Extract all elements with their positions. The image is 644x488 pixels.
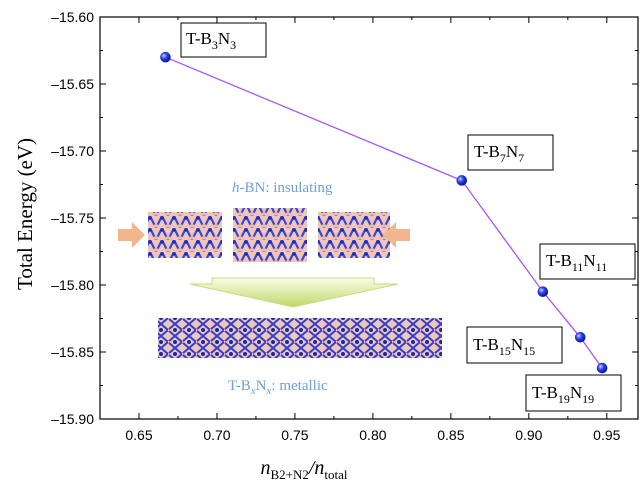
annotation-t-b19n19: T-B19N19: [525, 374, 622, 412]
down-arrow-icon: [189, 277, 399, 308]
right-arrow-icon: [383, 222, 410, 248]
y-tick-label: –15.80: [51, 277, 94, 293]
data-point: [456, 175, 468, 186]
series-total-energy: [160, 51, 608, 374]
x-tick-label: 0.70: [203, 427, 230, 443]
left-arrow-icon: [118, 222, 145, 248]
annotation-t-b7n7: T-B7N7: [467, 134, 554, 171]
svg-text:T-B19N19: T-B19N19: [532, 383, 594, 406]
hbn-fragment-right: [318, 212, 390, 258]
x-tick-label: 0.80: [359, 427, 386, 443]
data-point: [596, 362, 608, 374]
inset-top-label: h-BN: insulating: [232, 180, 333, 196]
svg-text:T-B7N7: T-B7N7: [474, 142, 524, 165]
y-tick-label: –15.90: [51, 411, 94, 427]
inset-bottom-label: T-BxNx: metallic: [228, 378, 328, 397]
y-tick-label: –15.60: [51, 9, 94, 25]
y-tick-label: –15.85: [51, 344, 94, 360]
hbn-fragment-middle: [233, 208, 307, 262]
x-axis-title: nB2+N2/ntotal: [260, 457, 347, 482]
annotation-t-b11n11: T-B11N11: [539, 243, 636, 280]
x-axis: 0.65 0.70 0.75 0.80 0.85 0.90 0.95: [125, 17, 621, 443]
data-point: [537, 286, 549, 298]
y-axis: –15.60 –15.65 –15.70 –15.75 –15.80 –15.85 –15.…: [51, 9, 638, 427]
x-tick-label: 0.95: [593, 427, 620, 443]
inset-illustration: h-BN: insulating T-BxNx: metallic: [118, 180, 442, 397]
hbn-fragment-left: [148, 212, 222, 258]
y-tick-label: –15.65: [51, 76, 94, 92]
y-tick-label: –15.70: [51, 143, 94, 159]
x-tick-label: 0.85: [437, 427, 464, 443]
x-tick-label: 0.65: [125, 427, 152, 443]
x-tick-label: 0.90: [515, 427, 542, 443]
y-axis-title: Total Energy (eV): [13, 138, 37, 290]
annotation-t-b15n15: T-B15N15: [466, 326, 563, 364]
annotation-t-b3n3: T-B3N3: [180, 22, 267, 58]
x-tick-label: 0.75: [281, 427, 308, 443]
tbn-structure: [158, 318, 442, 358]
data-point: [575, 331, 586, 343]
svg-text:T-B11N11: T-B11N11: [546, 251, 607, 274]
annotations: T-B3N3 T-B7N7 T-B11N11 T-B15N15 T-B19N19: [180, 22, 636, 412]
y-tick-label: –15.75: [51, 210, 94, 226]
data-point: [160, 51, 171, 63]
svg-text:T-B3N3: T-B3N3: [186, 29, 236, 52]
svg-text:T-B15N15: T-B15N15: [473, 335, 535, 358]
